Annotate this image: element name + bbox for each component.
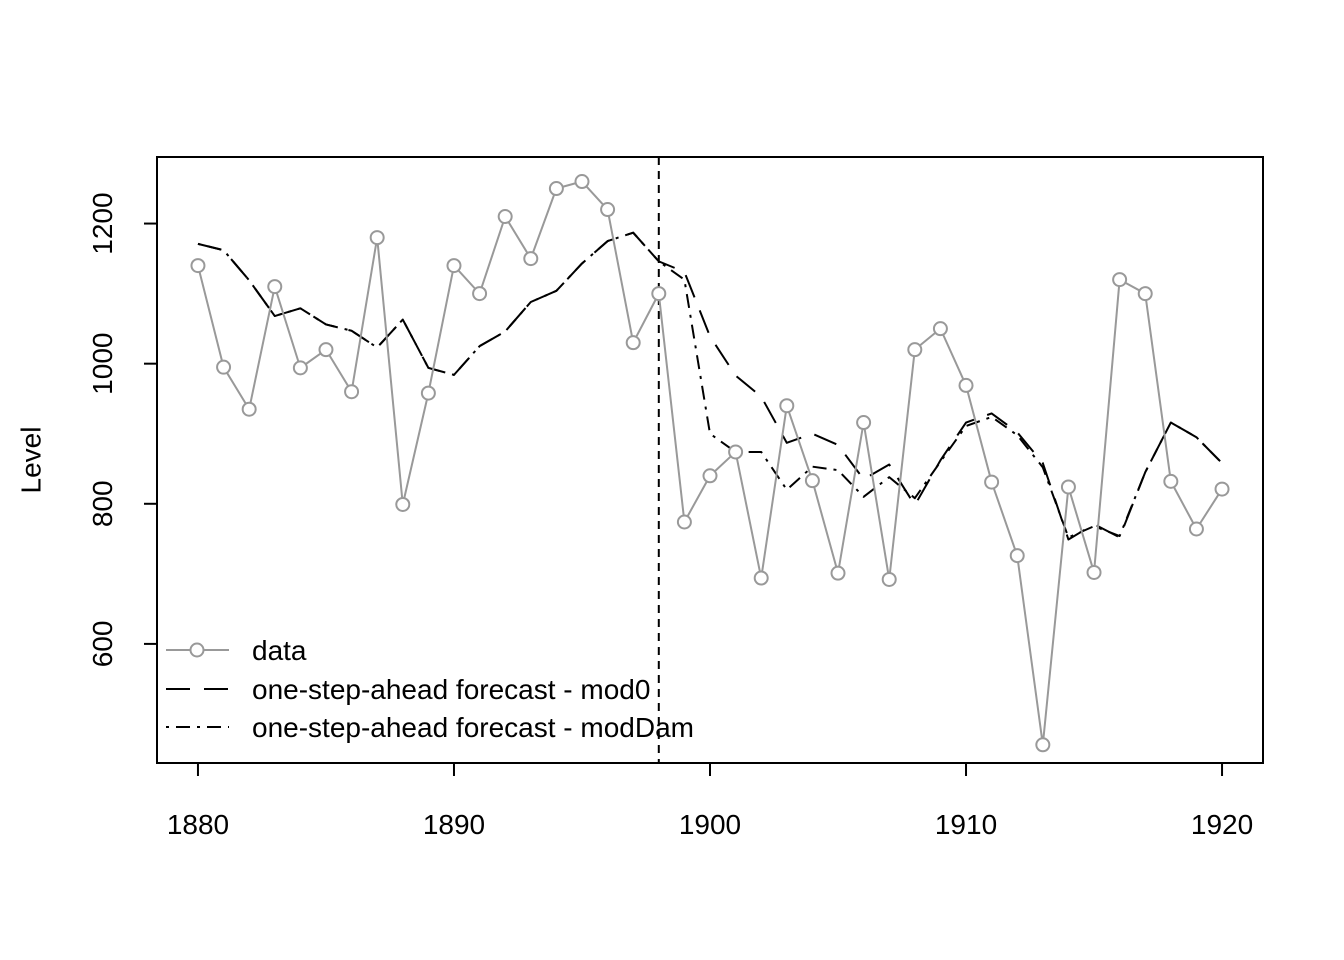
data-point	[472, 286, 488, 302]
legend-entry-mod0: one-step-ahead forecast - mod0	[166, 674, 650, 705]
data-point	[369, 230, 385, 246]
data-point	[574, 174, 590, 190]
legend-entry-moddam: one-step-ahead forecast - modDam	[166, 712, 694, 743]
y-tick-label: 800	[87, 480, 118, 527]
data-point	[881, 571, 897, 587]
data-point	[216, 359, 232, 375]
legend-swatch-data-marker	[189, 642, 205, 658]
x-tick-label: 1890	[423, 809, 485, 840]
data-point	[600, 202, 616, 218]
data-point	[625, 335, 641, 351]
data-point	[446, 258, 462, 274]
data-point	[779, 398, 795, 414]
x-tick-label: 1920	[1191, 809, 1253, 840]
data-point	[1035, 737, 1051, 753]
data-point	[1214, 481, 1230, 497]
y-axis-label: Level	[15, 427, 46, 494]
data-point	[395, 496, 411, 512]
legend-label-mod0: one-step-ahead forecast - mod0	[252, 674, 650, 705]
y-tick-label: 1000	[87, 333, 118, 395]
data-point	[830, 565, 846, 581]
data-point	[984, 474, 1000, 490]
data-point	[702, 468, 718, 484]
data-point	[753, 570, 769, 586]
data-point	[267, 279, 283, 295]
data-point	[190, 258, 206, 274]
legend-entry-data: data	[166, 635, 307, 666]
data-point	[344, 384, 360, 400]
legend-label-moddam: one-step-ahead forecast - modDam	[252, 712, 694, 743]
y-axis: 600 800 1000 1200	[87, 192, 158, 668]
legend-label-data: data	[252, 635, 307, 666]
data-point	[1188, 521, 1204, 537]
x-tick-label: 1910	[935, 809, 997, 840]
data-point	[1009, 548, 1025, 564]
y-tick-label: 600	[87, 621, 118, 668]
data-point	[420, 385, 436, 401]
data-point	[804, 473, 820, 489]
data-point	[497, 209, 513, 225]
data-point	[241, 401, 257, 417]
x-axis: 1880 1890 1900 1910 1920	[167, 762, 1253, 840]
data-point	[1086, 564, 1102, 580]
data-point	[318, 342, 334, 358]
data-point	[651, 286, 667, 302]
series-line-1	[197, 231, 1223, 541]
data-point	[1163, 473, 1179, 489]
data-point	[1060, 479, 1076, 495]
plot-area	[190, 157, 1230, 763]
x-tick-label: 1900	[679, 809, 741, 840]
series-line-2	[197, 231, 1223, 539]
data-point	[523, 251, 539, 267]
data-point	[728, 444, 744, 460]
data-point	[292, 360, 308, 376]
y-tick-label: 1200	[87, 192, 118, 254]
data-point	[932, 321, 948, 337]
data-point	[676, 514, 692, 530]
data-point	[856, 415, 872, 431]
data-point	[958, 377, 974, 393]
data-point	[548, 181, 564, 197]
plot-frame	[156, 156, 1264, 764]
legend: data one-step-ahead forecast - mod0 one-…	[166, 635, 694, 743]
series-line-0	[196, 180, 1223, 746]
data-point	[1137, 286, 1153, 302]
data-point	[907, 342, 923, 358]
x-tick-label: 1880	[167, 809, 229, 840]
data-point	[1112, 272, 1128, 288]
